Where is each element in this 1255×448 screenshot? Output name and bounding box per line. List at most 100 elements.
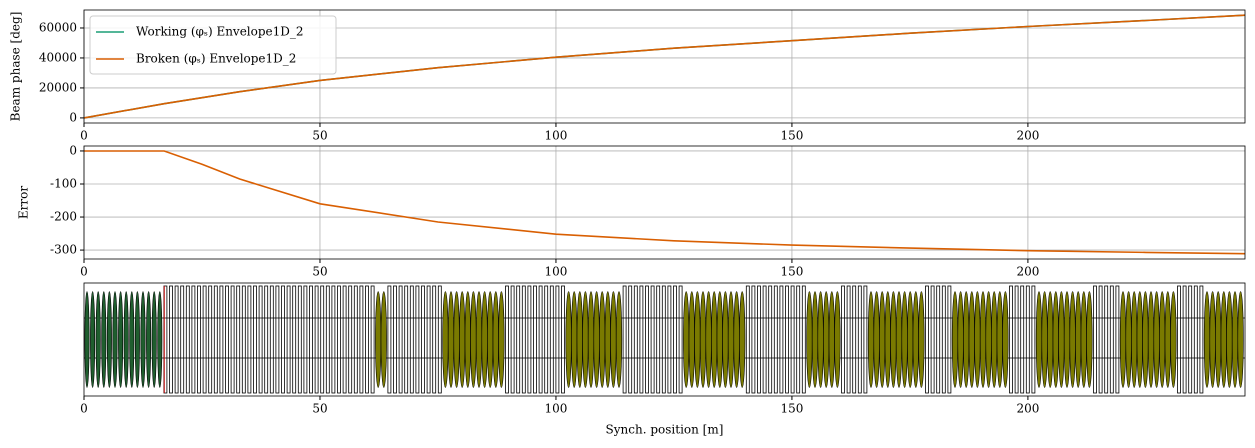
cavity bbox=[1131, 291, 1138, 388]
x-tick-label: 150 bbox=[780, 402, 803, 416]
cavity bbox=[157, 291, 163, 388]
element bbox=[174, 285, 179, 394]
element bbox=[409, 285, 414, 394]
axes-frame bbox=[83, 282, 1246, 397]
cavity bbox=[565, 291, 572, 388]
element bbox=[1009, 285, 1013, 394]
cavity bbox=[1086, 291, 1093, 388]
cavity bbox=[963, 291, 970, 388]
x-axis-label: Synch. position [m] bbox=[606, 423, 724, 437]
cavity bbox=[957, 291, 964, 388]
element bbox=[768, 285, 773, 394]
element bbox=[314, 285, 319, 394]
cavity bbox=[699, 291, 707, 388]
y-tick-label: 60000 bbox=[39, 20, 77, 34]
cavity bbox=[1231, 291, 1239, 388]
element bbox=[1098, 285, 1103, 394]
element bbox=[258, 285, 263, 394]
element bbox=[1104, 285, 1109, 394]
cavity bbox=[907, 291, 914, 388]
legend-label: Broken (φₛ) Envelope1D_2 bbox=[136, 52, 296, 66]
element bbox=[342, 285, 347, 394]
element bbox=[538, 285, 543, 394]
element bbox=[197, 285, 201, 394]
element bbox=[510, 285, 515, 394]
element bbox=[745, 285, 750, 394]
cavity bbox=[95, 291, 101, 388]
cavity bbox=[134, 291, 140, 388]
legend-label: Working (φₛ) Envelope1D_2 bbox=[136, 25, 304, 39]
element bbox=[796, 285, 801, 394]
element bbox=[286, 285, 291, 394]
element bbox=[846, 285, 851, 394]
cavity bbox=[582, 291, 589, 388]
element bbox=[645, 285, 649, 394]
cavity bbox=[1237, 291, 1244, 388]
cavity bbox=[571, 291, 578, 388]
cavity bbox=[968, 291, 975, 388]
line-series bbox=[84, 150, 1246, 255]
element bbox=[936, 285, 941, 394]
cavity bbox=[1209, 291, 1216, 388]
y-tick-label: -300 bbox=[50, 243, 77, 257]
element bbox=[941, 285, 946, 394]
element bbox=[253, 285, 257, 394]
element bbox=[275, 285, 280, 394]
y-tick-label: 20000 bbox=[39, 80, 77, 94]
element bbox=[1093, 285, 1097, 394]
cavity bbox=[118, 291, 124, 388]
cavity bbox=[492, 291, 499, 388]
cavity bbox=[470, 291, 477, 388]
cavity bbox=[733, 291, 740, 388]
element bbox=[297, 285, 302, 394]
cavity bbox=[1147, 291, 1155, 388]
element bbox=[516, 285, 521, 394]
cavity bbox=[610, 291, 617, 388]
cavity bbox=[106, 291, 112, 388]
element bbox=[1109, 285, 1114, 394]
element bbox=[1182, 285, 1187, 394]
element bbox=[549, 285, 554, 394]
cavity bbox=[823, 291, 830, 388]
cavity bbox=[459, 291, 466, 388]
cavity bbox=[727, 291, 735, 388]
legend: Working (φₛ) Envelope1D_2 Broken (φₛ) Env… bbox=[89, 15, 337, 75]
y-tick-label: -200 bbox=[50, 210, 77, 224]
element bbox=[213, 285, 218, 394]
element bbox=[236, 285, 241, 394]
element bbox=[365, 285, 369, 394]
element bbox=[790, 285, 795, 394]
cavity bbox=[716, 291, 723, 388]
axes-frame bbox=[83, 145, 1246, 260]
cavity bbox=[1058, 291, 1065, 388]
cavity bbox=[1220, 291, 1227, 388]
element bbox=[359, 285, 364, 394]
y-axis-label: Error bbox=[17, 186, 31, 219]
element bbox=[1014, 285, 1019, 394]
cavity bbox=[1075, 291, 1082, 388]
element bbox=[309, 285, 313, 394]
cavity bbox=[694, 291, 701, 388]
element bbox=[841, 285, 845, 394]
cavity bbox=[1119, 291, 1127, 388]
element bbox=[264, 285, 269, 394]
element bbox=[561, 285, 565, 394]
element bbox=[555, 285, 560, 394]
cavity bbox=[834, 291, 841, 388]
element bbox=[353, 285, 358, 394]
cavity bbox=[1035, 291, 1043, 388]
element bbox=[426, 285, 431, 394]
element bbox=[230, 285, 235, 394]
x-tick-label: 50 bbox=[312, 129, 327, 143]
y-tick-label: 40000 bbox=[39, 50, 77, 64]
cavity bbox=[123, 291, 129, 388]
cavity bbox=[985, 291, 992, 388]
x-tick-label: 150 bbox=[780, 265, 803, 279]
cavity bbox=[1203, 291, 1211, 388]
element bbox=[437, 285, 442, 394]
cavity bbox=[996, 291, 1003, 388]
element bbox=[633, 285, 638, 394]
cavity bbox=[895, 291, 903, 388]
element bbox=[415, 285, 420, 394]
element bbox=[667, 285, 672, 394]
